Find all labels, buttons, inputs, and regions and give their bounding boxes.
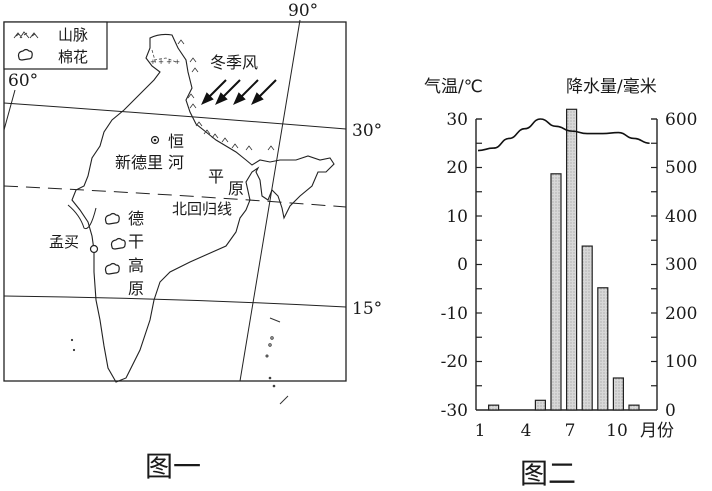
svg-text:600: 600 (665, 110, 697, 130)
deccan-label-3: 高 (128, 256, 144, 275)
cotton-icon (104, 212, 126, 275)
parallel-15 (3, 295, 347, 308)
meridian-90 (239, 19, 301, 382)
climate-chart: 气温/℃ 降水量/毫米 30 20 10 0 -10 -20 -30 600 5… (424, 77, 697, 490)
plain-label-2: 原 (228, 179, 244, 198)
parallel-30 (3, 102, 347, 130)
precipitation-bars (488, 108, 640, 411)
winter-monsoon-label: 冬季风 (210, 53, 258, 72)
mountain-range-symbols (177, 39, 275, 151)
islands (70, 317, 289, 405)
legend-label-mountain: 山脉 (58, 26, 88, 44)
mountain-icon (13, 31, 39, 39)
cotton-icon (17, 48, 33, 61)
svg-text:30: 30 (446, 110, 468, 130)
svg-text:100: 100 (665, 352, 697, 372)
ganges-label-2: 河 (168, 153, 184, 172)
left-axis-title: 气温/℃ (424, 77, 483, 97)
gulf-of-khambhat (67, 204, 97, 230)
svg-text:200: 200 (665, 304, 697, 324)
svg-text:400: 400 (665, 207, 697, 227)
latitude-30-label: 30° (352, 121, 382, 141)
svg-text:0: 0 (457, 255, 468, 275)
mumbai-marker (89, 244, 99, 254)
svg-text:500: 500 (665, 158, 697, 178)
precipitation-bar (534, 399, 547, 411)
svg-text:7: 7 (565, 421, 576, 441)
svg-text:0: 0 (665, 401, 676, 421)
new-delhi-label: 新德里 (115, 153, 163, 172)
precipitation-bar (565, 108, 578, 411)
svg-text:1: 1 (475, 421, 486, 441)
india-outline (71, 33, 335, 383)
mumbai-label: 孟买 (49, 233, 79, 251)
deccan-label-4: 原 (128, 279, 144, 298)
right-axis-labels: 600 500 400 300 200 100 0 (665, 110, 697, 421)
svg-text:4: 4 (521, 421, 532, 441)
map-figure: 山脉 棉花 90° 60° 30° 15° + + + + 冬季风 (3, 1, 382, 483)
x-axis-unit: 月份 (640, 421, 674, 441)
winter-monsoon-arrows (201, 79, 277, 105)
latitude-15-label: 15° (352, 299, 382, 319)
disputed-marks: + + + + (150, 58, 180, 66)
svg-text:10: 10 (606, 421, 628, 441)
map-frame (3, 21, 347, 382)
tropic-of-cancer-label: 北回归线 (172, 200, 232, 218)
right-axis-title: 降水量/毫米 (566, 77, 657, 97)
svg-text:-10: -10 (441, 304, 468, 324)
tropic-of-cancer-line (3, 185, 347, 208)
temperature-line (477, 118, 650, 152)
svg-text:-20: -20 (441, 352, 468, 372)
precipitation-bar (488, 404, 500, 411)
meridian-60 (3, 89, 16, 131)
precipitation-bar (597, 287, 609, 411)
svg-text:-30: -30 (441, 401, 468, 421)
figure2-caption: 图二 (520, 457, 576, 490)
precipitation-bar (612, 377, 625, 411)
svg-text:10: 10 (446, 207, 468, 227)
precipitation-bar (550, 173, 562, 411)
longitude-90-label: 90° (288, 1, 318, 21)
x-axis-labels: 1 4 7 10 (475, 421, 628, 441)
figure1-caption: 图一 (145, 450, 201, 483)
longitude-60-label: 60° (8, 71, 38, 91)
svg-text:300: 300 (665, 255, 697, 275)
precipitation-bar (581, 245, 593, 411)
disputed-border (151, 49, 177, 65)
plain-label-1: 平 (208, 167, 224, 186)
deccan-label-1: 德 (128, 209, 144, 228)
ganges-label-1: 恒 (168, 132, 184, 151)
svg-text:20: 20 (446, 158, 468, 178)
graticule (3, 19, 347, 382)
map-legend: 山脉 棉花 (3, 21, 108, 70)
axis-ticks (476, 142, 657, 387)
precipitation-bar (628, 404, 640, 411)
deccan-label-2: 干 (128, 232, 144, 251)
legend-label-cotton: 棉花 (58, 48, 88, 66)
left-axis-labels: 30 20 10 0 -10 -20 -30 (441, 110, 468, 421)
